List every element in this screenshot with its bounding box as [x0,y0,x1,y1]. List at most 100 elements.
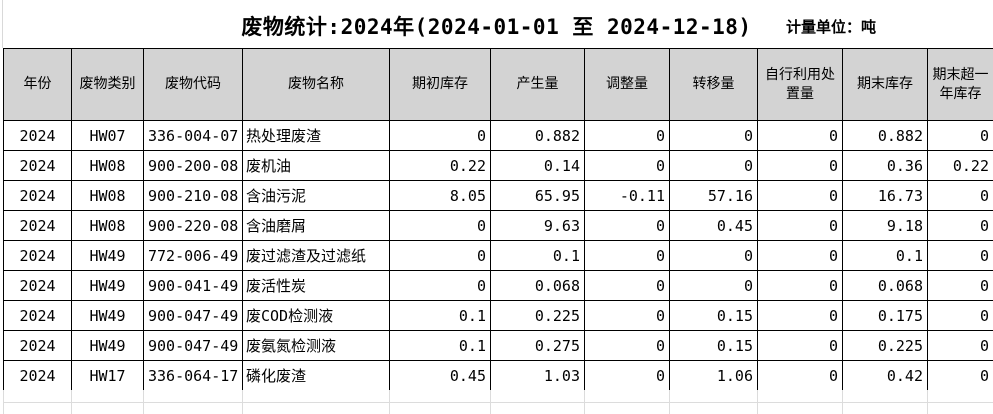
cell: 0.882 [842,120,928,151]
cell: 废机油 [242,150,390,181]
cell: 0.22 [389,150,491,181]
table-row: 2024 HW08 900-210-08 含油污泥 8.05 65.95 -0.11 57.1… [3,180,993,211]
empty-sheet-body [3,390,993,414]
cell: 336-004-07 [143,120,243,151]
table-row: 2024 HW49 772-006-49 废过滤渣及过滤纸 0 0.1 0 0 0 0.1 0 [3,240,993,271]
table-row: 2024 HW08 900-220-08 含油磨屑 0 9.63 0 0.45 0 9.18 0 [3,210,993,241]
cell: 0 [669,240,758,271]
cell: 2024 [3,120,72,151]
cell: 0.175 [842,300,928,331]
cell: 0 [669,150,758,181]
cell: 0.1 [389,330,491,361]
column-header: 年份 [3,48,72,121]
empty-cell [242,402,390,414]
cell: 0 [669,120,758,151]
cell: 57.16 [669,180,758,211]
cell: 0 [389,240,491,271]
column-header: 废物名称 [242,48,390,121]
cell: 2024 [3,150,72,181]
table-body: 2024 HW07 336-004-07 热处理废渣 0 0.882 0 0 0 0.882 0 20… [3,120,993,391]
cell: 9.18 [842,210,928,241]
column-header: 废物代码 [143,48,243,121]
cell: 含油污泥 [242,180,390,211]
cell: 0 [757,210,843,241]
empty-cell [3,390,72,403]
cell: 0 [927,300,993,331]
column-header: 废物类别 [71,48,144,121]
column-header: 调整量 [584,48,670,121]
cell: 废氨氮检测液 [242,330,390,361]
cell: 2024 [3,300,72,331]
empty-grid-row [3,390,993,403]
cell: 0.1 [490,240,585,271]
cell: HW08 [71,210,144,241]
title-bar: 废物统计:2024年(2024-01-01 至 2024-12-18) 计量单位… [0,0,993,48]
cell: HW07 [71,120,144,151]
cell: -0.11 [584,180,670,211]
cell: 0 [389,270,491,301]
cell: 0 [757,270,843,301]
empty-cell [389,402,491,414]
cell: 0.15 [669,330,758,361]
cell: 772-006-49 [143,240,243,271]
cell: 含油磨屑 [242,210,390,241]
empty-cell [71,390,144,403]
cell: 0 [927,270,993,301]
cell: 900-041-49 [143,270,243,301]
cell: 0.068 [842,270,928,301]
cell: 磷化废渣 [242,360,390,391]
empty-cell [584,402,670,414]
empty-cell [389,390,491,403]
cell: 0 [669,270,758,301]
cell: 0.22 [927,150,993,181]
empty-cell [927,390,993,403]
cell: 2024 [3,240,72,271]
cell: 336-064-17 [143,360,243,391]
empty-cell [71,402,144,414]
cell: HW49 [71,270,144,301]
cell: HW17 [71,360,144,391]
cell: 0.068 [490,270,585,301]
header-row: 年份 废物类别 废物代码 废物名称 期初库存 产生量 调整量 转移量 自行利用处置量 期末库存 期末… [3,48,993,121]
empty-cell [143,402,243,414]
cell: 2024 [3,330,72,361]
empty-cell [927,402,993,414]
table-row: 2024 HW17 336-064-17 磷化废渣 0.45 1.03 0 1.06 0 0.42… [3,360,993,391]
cell: 废过滤渣及过滤纸 [242,240,390,271]
cell: 0 [584,240,670,271]
cell: 0.275 [490,330,585,361]
cell: 0 [584,300,670,331]
cell: 0 [757,300,843,331]
cell: 1.06 [669,360,758,391]
empty-cell [669,390,758,403]
cell: 0 [389,210,491,241]
column-header: 转移量 [669,48,758,121]
table-row: 2024 HW49 900-047-49 废氨氮检测液 0.1 0.275 0 0.15 0 0.… [3,330,993,361]
table-row: 2024 HW49 900-047-49 废COD检测液 0.1 0.225 0 0.15 0 0… [3,300,993,331]
cell: 65.95 [490,180,585,211]
empty-cell [242,390,390,403]
column-header: 期末超一年库存 [927,48,993,121]
empty-cell [490,402,585,414]
cell: 0 [927,240,993,271]
cell: 0 [927,360,993,391]
cell: 0 [757,120,843,151]
cell: 0 [757,180,843,211]
cell: 0 [584,120,670,151]
cell: 0.14 [490,150,585,181]
cell: 0.882 [490,120,585,151]
cell: 1.03 [490,360,585,391]
cell: 0 [584,270,670,301]
cell: 0.1 [842,240,928,271]
column-header: 产生量 [490,48,585,121]
page-title: 废物统计:2024年(2024-01-01 至 2024-12-18) [241,15,752,39]
empty-cell [842,402,928,414]
cell: 0 [584,150,670,181]
cell: 8.05 [389,180,491,211]
cell: 0.45 [389,360,491,391]
table-row: 2024 HW08 900-200-08 废机油 0.22 0.14 0 0 0 0.36 0.22 [3,150,993,181]
table-row: 2024 HW07 336-004-07 热处理废渣 0 0.882 0 0 0 0.882 0 [3,120,993,151]
cell: 0 [584,330,670,361]
empty-cell [490,390,585,403]
